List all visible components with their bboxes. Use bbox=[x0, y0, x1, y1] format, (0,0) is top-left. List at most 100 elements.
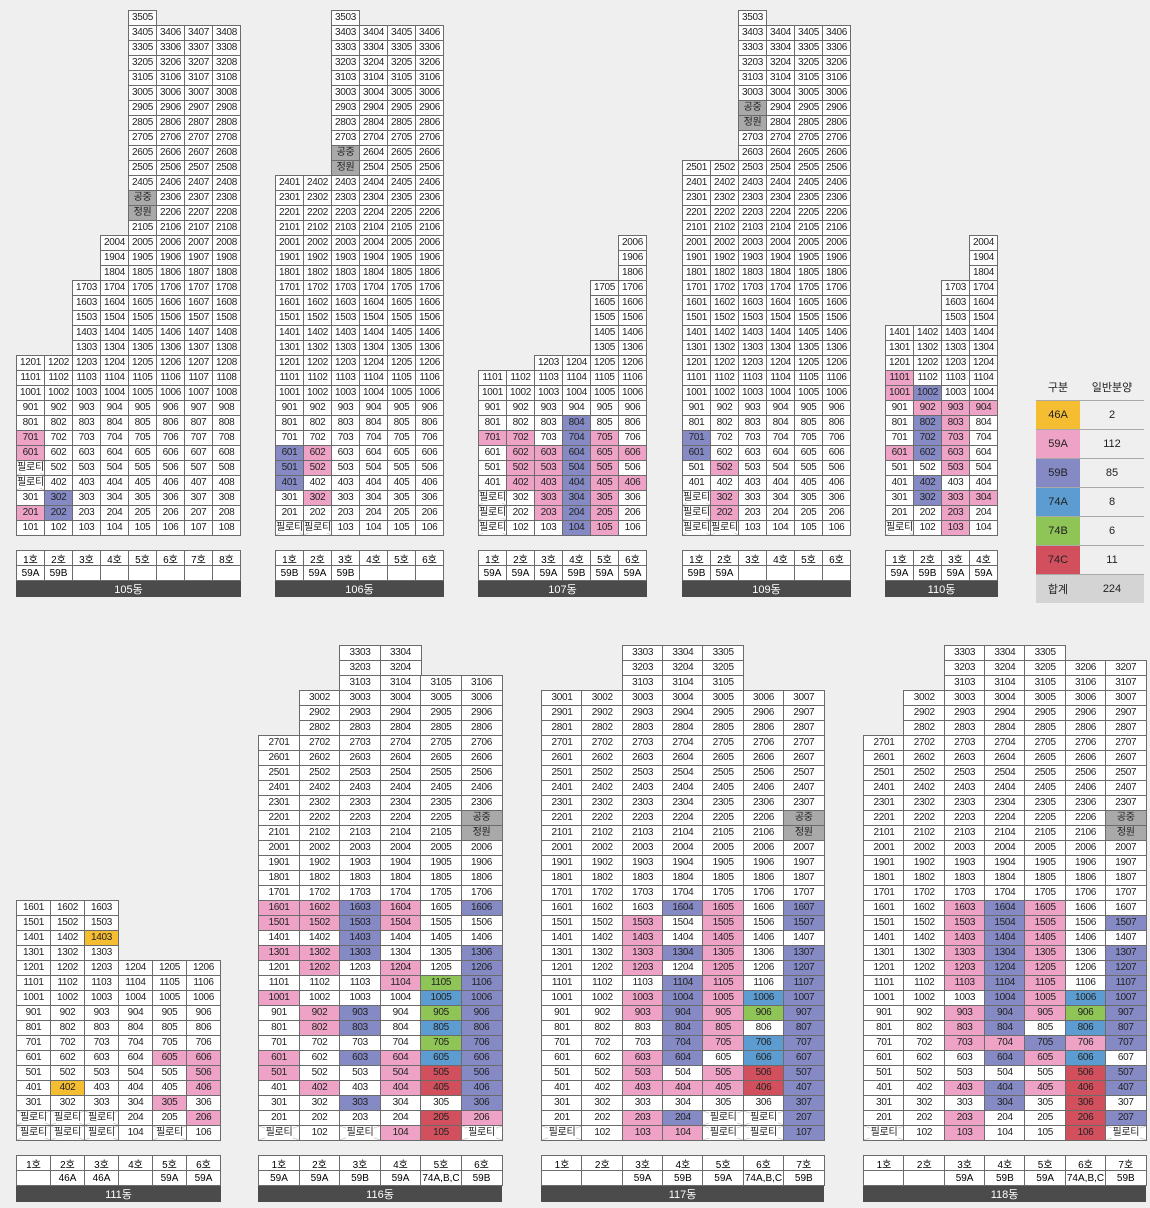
unit-number-label: 4호 bbox=[118, 1155, 153, 1171]
unit-cell: 103 bbox=[72, 520, 101, 536]
unit-cell: 2604 bbox=[983, 750, 1026, 766]
unit-cell: 906 bbox=[742, 1005, 785, 1021]
unit-cell: 404 bbox=[969, 475, 998, 491]
unit-cell: 2204 bbox=[983, 810, 1026, 826]
legend-count-74A: 8 bbox=[1108, 496, 1116, 508]
unit-type-label: 59A bbox=[590, 565, 619, 581]
unit-number-label: 3호 bbox=[72, 550, 101, 566]
unit-cell: 503 bbox=[339, 1065, 381, 1081]
unit-cell: 904 bbox=[766, 400, 795, 416]
unit-cell: 906 bbox=[618, 400, 647, 416]
unit-cell: 1403 bbox=[941, 325, 970, 341]
unit-cell: 1605 bbox=[128, 295, 157, 311]
unit-cell: 702 bbox=[50, 1035, 85, 1051]
unit-cell: 1206 bbox=[156, 355, 185, 371]
unit-cell: 703 bbox=[943, 1035, 986, 1051]
unit-cell: 2404 bbox=[379, 780, 422, 796]
unit-cell: 101 bbox=[16, 520, 45, 536]
unit-cell: 2906 bbox=[1064, 705, 1107, 721]
unit-cell: 203 bbox=[621, 1110, 664, 1126]
unit-cell: 3207 bbox=[184, 55, 213, 71]
unit-cell: 2703 bbox=[943, 735, 986, 751]
unit-cell: 1604 bbox=[969, 295, 998, 311]
unit-cell: 1404 bbox=[969, 325, 998, 341]
unit-cell: 503 bbox=[943, 1065, 986, 1081]
unit-cell: 203 bbox=[738, 505, 767, 521]
unit-cell: 2906 bbox=[415, 100, 444, 116]
unit-cell: 1003 bbox=[72, 385, 101, 401]
unit-cell: 2806 bbox=[415, 115, 444, 131]
unit-cell: 1903 bbox=[943, 855, 986, 871]
unit-cell: 304 bbox=[100, 490, 129, 506]
unit-cell: 1007 bbox=[1104, 990, 1147, 1006]
unit-cell: 901 bbox=[16, 1005, 51, 1021]
unit-cell: 1402 bbox=[710, 325, 739, 341]
unit-cell: 401 bbox=[541, 1080, 583, 1096]
unit-cell: 2003 bbox=[621, 840, 664, 856]
unit-cell: 3108 bbox=[212, 70, 241, 86]
unit-cell: 1707 bbox=[782, 885, 825, 901]
unit-cell: 606 bbox=[156, 445, 185, 461]
unit-cell: 2401 bbox=[275, 175, 304, 191]
unit-cell: 504 bbox=[379, 1065, 422, 1081]
unit-cell: 204 bbox=[661, 1110, 704, 1126]
unit-cell: 1101 bbox=[275, 370, 304, 386]
unit-number-label: 2호 bbox=[903, 1155, 946, 1171]
unit-cell: 3206 bbox=[822, 55, 851, 71]
unit-cell: 2403 bbox=[621, 780, 664, 796]
unit-cell: 105 bbox=[590, 520, 619, 536]
unit-cell: 2302 bbox=[903, 795, 946, 811]
unit-cell: 1502 bbox=[303, 310, 332, 326]
unit-cell: 1304 bbox=[661, 945, 704, 961]
unit-cell: 1105 bbox=[420, 975, 462, 991]
unit-cell: 3406 bbox=[156, 25, 185, 41]
unit-cell: 302 bbox=[581, 1095, 624, 1111]
unit-cell: 106 bbox=[415, 520, 444, 536]
unit-cell: 1804 bbox=[983, 870, 1026, 886]
unit-cell: 1606 bbox=[156, 295, 185, 311]
unit-cell: 1703 bbox=[621, 885, 664, 901]
unit-cell: 102 bbox=[44, 520, 73, 536]
unit-number-label: 6호 bbox=[1064, 1155, 1107, 1171]
unit-cell: 1306 bbox=[742, 945, 785, 961]
unit-cell: 1706 bbox=[1064, 885, 1107, 901]
unit-cell: 2506 bbox=[822, 160, 851, 176]
unit-cell: 1701 bbox=[682, 280, 711, 296]
unit-cell: 302 bbox=[50, 1095, 85, 1111]
unit-cell: 2101 bbox=[541, 825, 583, 841]
unit-cell: 2308 bbox=[212, 190, 241, 206]
unit-type-label: 59A bbox=[702, 1170, 745, 1186]
unit-cell: 301 bbox=[863, 1095, 905, 1111]
unit-cell: 405 bbox=[152, 1080, 187, 1096]
unit-cell: 2503 bbox=[738, 160, 767, 176]
unit-cell: 1801 bbox=[863, 870, 905, 886]
unit-cell: 105 bbox=[794, 520, 823, 536]
unit-cell: 1306 bbox=[1064, 945, 1107, 961]
unit-cell: 1003 bbox=[84, 990, 119, 1006]
unit-cell: 802 bbox=[44, 415, 73, 431]
unit-cell: 1804 bbox=[969, 265, 998, 281]
unit-cell: 1904 bbox=[379, 855, 422, 871]
unit-cell: 1803 bbox=[943, 870, 986, 886]
unit-cell: 601 bbox=[16, 445, 45, 461]
unit-cell: 1803 bbox=[738, 265, 767, 281]
unit-cell: 1507 bbox=[782, 915, 825, 931]
unit-cell: 408 bbox=[212, 475, 241, 491]
unit-cell: 1202 bbox=[913, 355, 942, 371]
unit-cell: 1004 bbox=[118, 990, 153, 1006]
unit-cell: 1201 bbox=[258, 960, 300, 976]
unit-cell: 1006 bbox=[1064, 990, 1107, 1006]
unit-cell: 1001 bbox=[863, 990, 905, 1006]
unit-cell: 3204 bbox=[983, 660, 1026, 676]
unit-cell: 2004 bbox=[100, 235, 129, 251]
pilotis-cell: 필로티 bbox=[702, 1110, 745, 1126]
unit-cell: 2606 bbox=[460, 750, 503, 766]
unit-cell: 1306 bbox=[460, 945, 503, 961]
unit-cell: 2005 bbox=[794, 235, 823, 251]
unit-cell: 801 bbox=[541, 1020, 583, 1036]
unit-cell: 903 bbox=[943, 1005, 986, 1021]
unit-cell: 605 bbox=[387, 445, 416, 461]
unit-cell: 1805 bbox=[420, 870, 462, 886]
unit-cell: 2101 bbox=[258, 825, 300, 841]
unit-cell: 1204 bbox=[118, 960, 153, 976]
